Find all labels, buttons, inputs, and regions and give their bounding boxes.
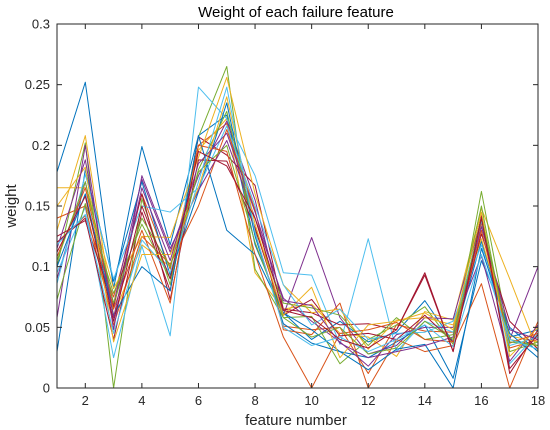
x-tick-label: 12 <box>361 393 375 408</box>
x-tick-label: 4 <box>138 393 145 408</box>
series-line-17 <box>56 96 539 359</box>
x-tick-label: 14 <box>418 393 432 408</box>
y-tick-label: 0 <box>43 381 50 396</box>
series-layer <box>56 65 539 389</box>
series-line-8 <box>56 102 539 379</box>
x-tick-label: 16 <box>474 393 488 408</box>
y-tick-label: 0.25 <box>25 77 50 92</box>
x-axis-label: feature number <box>245 412 347 429</box>
x-tick-label: 6 <box>195 393 202 408</box>
y-tick-label: 0.2 <box>32 138 50 153</box>
y-tick-label: 0.3 <box>32 17 50 32</box>
y-tick-label: 0.05 <box>25 320 50 335</box>
x-tick-label: 10 <box>304 393 318 408</box>
series-line-19 <box>56 144 539 355</box>
y-tick-label: 0.15 <box>25 199 50 214</box>
series-line-16 <box>56 144 539 389</box>
series-line-9 <box>56 129 539 389</box>
y-axis-label: weight <box>3 183 20 228</box>
x-tick-label: 18 <box>531 393 545 408</box>
series-line-21 <box>56 150 539 370</box>
y-tick-label: 0.1 <box>32 259 50 274</box>
x-tick-label: 2 <box>82 393 89 408</box>
axes-layer: 2 4 6 8 10 12 14 16 18 0 0.05 0.1 0.15 0.2 0.25 0.3 <box>25 17 546 409</box>
chart-title: Weight of each failure feature <box>198 4 394 21</box>
series-line-15 <box>56 135 539 389</box>
x-tick-label: 8 <box>251 393 258 408</box>
